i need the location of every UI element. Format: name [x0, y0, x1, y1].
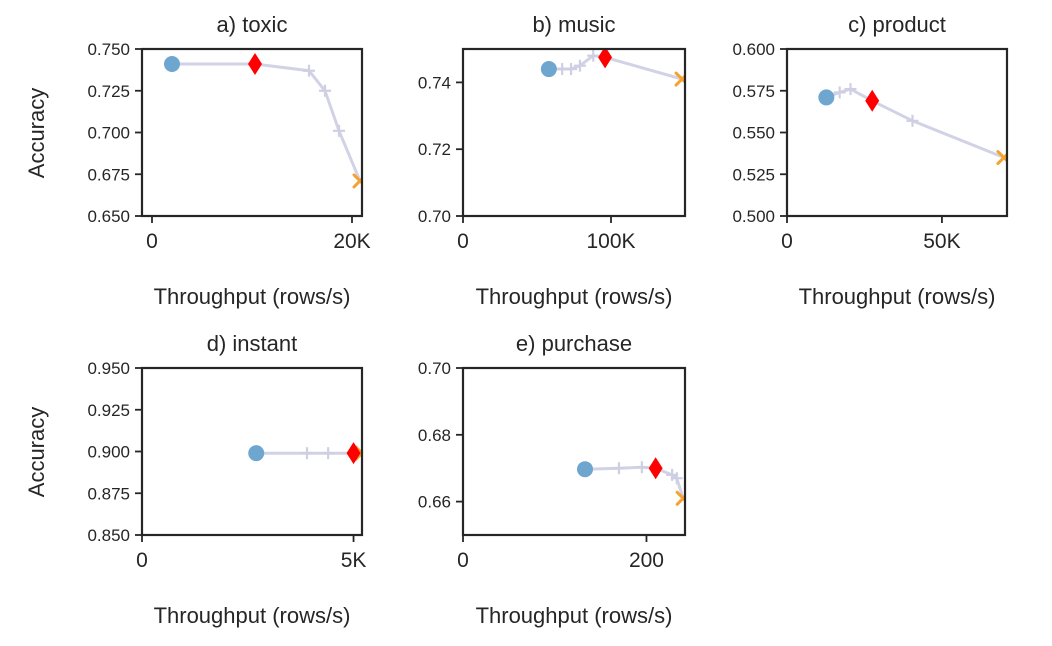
- x-tick-label: 5K: [341, 549, 367, 572]
- plus-marker: [322, 447, 335, 460]
- axes-frame-toxic: [140, 47, 364, 218]
- diamond-marker: [346, 442, 361, 465]
- plus-marker: [587, 49, 600, 62]
- cross-marker: [996, 150, 1007, 166]
- x-tick-label: 50K: [923, 230, 960, 253]
- y-tick-label: 0.750: [87, 40, 130, 59]
- plot-area-product: [818, 83, 1007, 166]
- y-tick-label: 0.70: [418, 207, 451, 226]
- axes-frame-instant: [140, 366, 364, 537]
- diamond-marker: [248, 53, 262, 76]
- panel-title-music: b) music: [532, 12, 615, 37]
- y-tick-label: 0.600: [732, 40, 775, 59]
- plus-marker: [833, 86, 846, 99]
- panel-title-instant: d) instant: [207, 331, 298, 356]
- plus-marker: [906, 114, 919, 127]
- cross-marker: [675, 490, 685, 506]
- trace-line-music: [548, 54, 683, 81]
- y-tick-label: 0.725: [87, 82, 130, 101]
- plot-area-purchase: [577, 457, 685, 506]
- circle-marker: [540, 61, 557, 78]
- plot-area-music: [540, 49, 685, 87]
- y-tick-label: 0.500: [732, 207, 775, 226]
- y-axis-label-row1: Accuracy: [24, 88, 49, 178]
- plus-marker: [635, 461, 648, 474]
- plot-area-instant: [248, 442, 362, 465]
- x-axis-label: Throughput (rows/s): [476, 284, 673, 309]
- panel-toxic: a) toxic 0.650 0.675 0.700 0.725 0.750 0 20K Thr…: [87, 12, 370, 309]
- y-tick-label: 0.68: [418, 426, 451, 445]
- y-tick-label: 0.675: [87, 165, 130, 184]
- panel-instant: d) instant 0.850 0.875 0.900 0.925 0.950 0 5K Th…: [87, 331, 367, 628]
- y-tick-label: 0.925: [87, 401, 130, 420]
- x-tick-label: 0: [136, 549, 148, 572]
- x-tick-label: 200: [629, 549, 664, 572]
- diamond-marker: [648, 457, 663, 480]
- y-tick-label: 0.700: [87, 124, 130, 143]
- panel-title-product: c) product: [848, 12, 946, 37]
- plus-marker: [844, 83, 857, 96]
- y-tick-label: 0.525: [732, 165, 775, 184]
- x-tick-label: 20K: [333, 230, 370, 253]
- plus-marker: [573, 59, 586, 72]
- plot-area-toxic: [164, 53, 362, 189]
- circle-marker: [248, 445, 265, 462]
- x-tick-label: 100K: [586, 230, 635, 253]
- axes-frame-purchase: [461, 366, 687, 537]
- panel-title-purchase: e) purchase: [516, 331, 632, 356]
- y-tick-label: 0.72: [418, 140, 451, 159]
- y-tick-label: 0.70: [418, 359, 451, 378]
- y-axis-label-row2: Accuracy: [24, 407, 49, 497]
- x-tick-label: 0: [457, 230, 469, 253]
- y-tick-label: 0.575: [732, 82, 775, 101]
- y-tick-label: 0.650: [87, 207, 130, 226]
- x-tick-label: 0: [146, 230, 158, 253]
- plus-marker: [565, 63, 578, 76]
- x-axis-label: Throughput (rows/s): [154, 603, 351, 628]
- y-tick-label: 0.900: [87, 443, 130, 462]
- plus-marker: [612, 462, 625, 475]
- panel-purchase: e) purchase 0.66 0.68 0.70 0 200 Throughput (r…: [418, 331, 687, 628]
- axes-frame-music: [461, 47, 687, 218]
- y-tick-label: 0.66: [418, 493, 451, 512]
- y-tick-label: 0.950: [87, 359, 130, 378]
- cross-marker: [354, 445, 362, 461]
- plus-marker: [319, 84, 331, 97]
- plus-marker: [670, 472, 683, 485]
- panel-product: c) product 0.500 0.525 0.550 0.575 0.600 0 50K T…: [732, 12, 1009, 309]
- x-tick-label: 0: [457, 549, 469, 572]
- x-tick-label: 0: [781, 230, 793, 253]
- y-tick-label: 0.74: [418, 73, 451, 92]
- panel-music: b) music 0.70 0.72 0.74 0 100K Throughput (row…: [418, 12, 687, 309]
- plus-marker: [333, 124, 345, 137]
- y-tick-label: 0.850: [87, 526, 130, 545]
- diamond-marker: [865, 89, 880, 112]
- trace-line-product: [825, 87, 1005, 159]
- cross-marker: [352, 173, 362, 189]
- plus-marker: [303, 64, 315, 77]
- y-tick-label: 0.875: [87, 484, 130, 503]
- circle-marker: [164, 56, 180, 73]
- circle-marker: [818, 89, 835, 106]
- cross-marker: [674, 71, 685, 87]
- axes-frame-product: [785, 47, 1009, 218]
- x-axis-label: Throughput (rows/s): [799, 284, 996, 309]
- trace-line-toxic: [172, 62, 362, 182]
- x-axis-label: Throughput (rows/s): [154, 284, 351, 309]
- diamond-marker: [598, 49, 613, 69]
- panel-title-toxic: a) toxic: [217, 12, 288, 37]
- x-axis-label: Throughput (rows/s): [476, 603, 673, 628]
- circle-marker: [577, 461, 594, 478]
- y-tick-label: 0.550: [732, 124, 775, 143]
- trace-line-purchase: [584, 465, 685, 499]
- plus-marker: [301, 447, 313, 460]
